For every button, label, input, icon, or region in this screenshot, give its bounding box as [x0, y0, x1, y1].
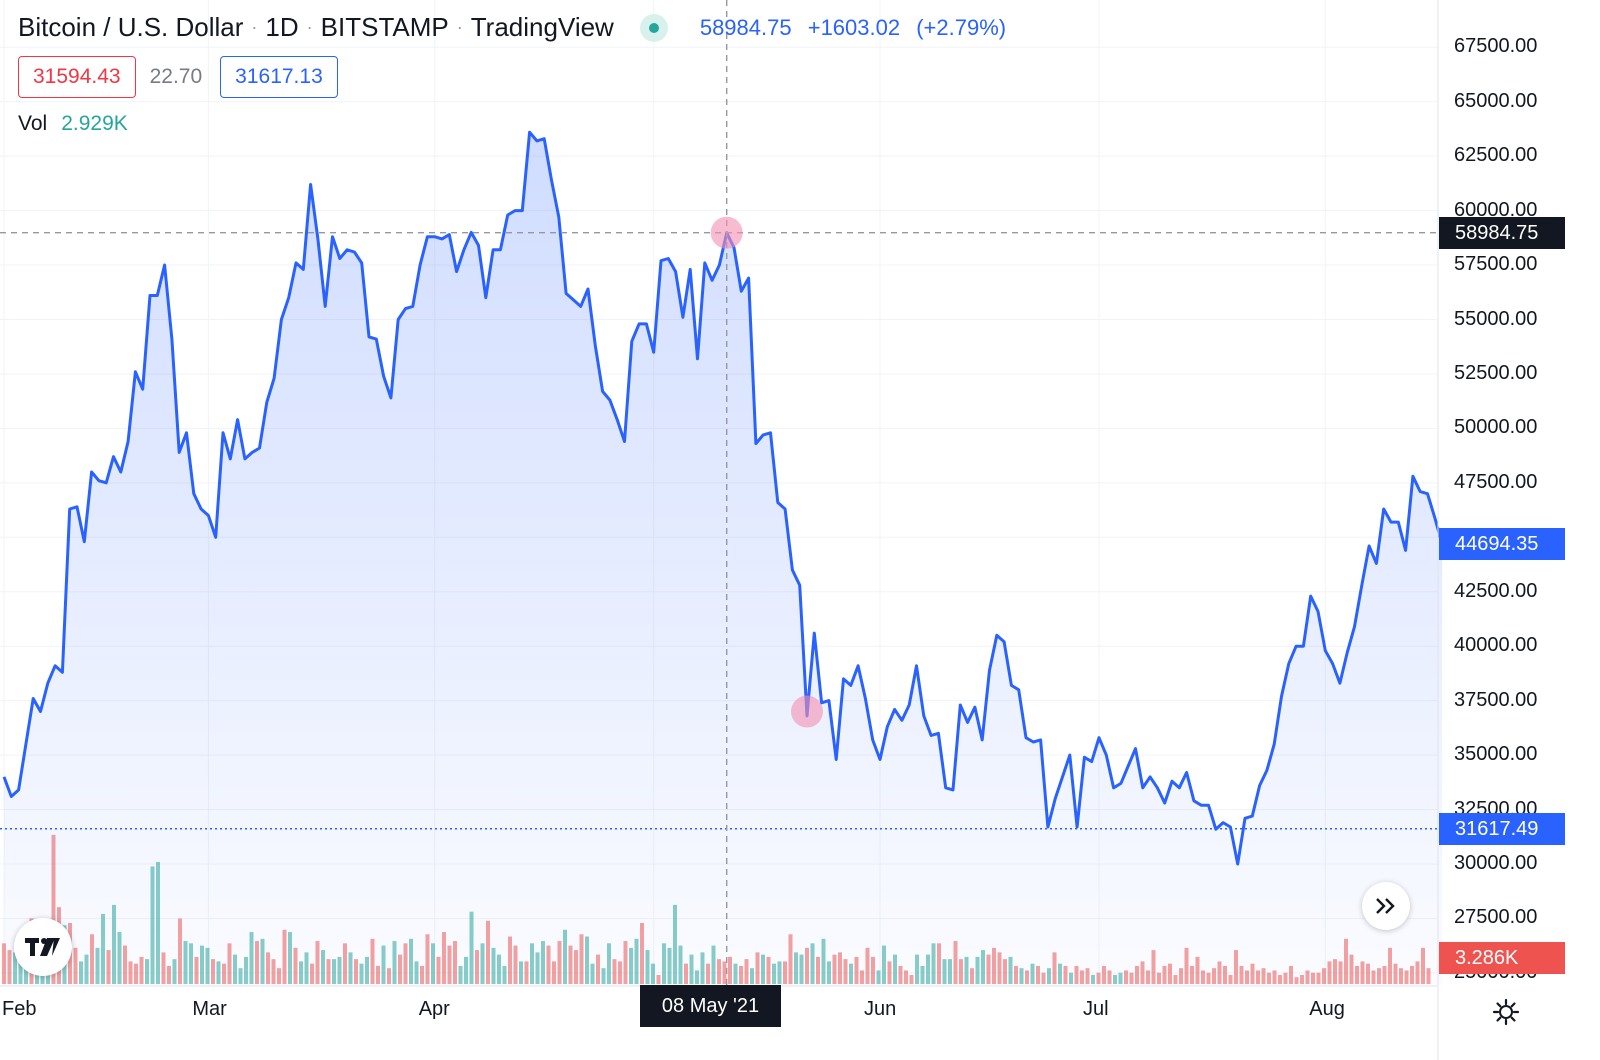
- time-tick-label: Jul: [1083, 998, 1109, 1020]
- ohlc-quote: 58984.75 +1603.02 (+2.79%): [700, 15, 1006, 41]
- spread-value: 22.70: [149, 65, 203, 88]
- buy-price-button[interactable]: 31617.13: [220, 56, 338, 98]
- bid-ask-legend: 31594.43 22.70 31617.13: [18, 56, 338, 98]
- price-tick-label: 27500.00: [1454, 906, 1538, 929]
- price-tick-label: 60000.00: [1454, 198, 1538, 221]
- price-area-fill: [4, 132, 1443, 985]
- price-tick-label: 57500.00: [1454, 253, 1538, 276]
- volume-value: 2.929K: [61, 112, 128, 135]
- last-price-label: 44694.35: [1439, 527, 1565, 560]
- price-tick-label: 30000.00: [1454, 852, 1538, 874]
- legend-separator: ·: [456, 17, 463, 37]
- legend-separator: ·: [306, 17, 313, 37]
- crosshair-date-label: 08 May '21: [640, 985, 781, 1027]
- change-value: +1603.02: [807, 14, 901, 40]
- price-tick-label: 55000.00: [1454, 307, 1538, 330]
- price-tick-label: 62500.00: [1454, 144, 1538, 167]
- sell-price-button[interactable]: 31594.43: [18, 56, 136, 98]
- exchange-label: BITSTAMP: [320, 12, 449, 42]
- time-tick-label: Aug: [1309, 998, 1345, 1020]
- time-tick-label: Feb: [2, 998, 37, 1020]
- price-tick-label: 42500.00: [1454, 579, 1538, 602]
- crosshair-point-marker: [791, 695, 823, 728]
- price-tick-label: 52500.00: [1454, 361, 1538, 384]
- chart-settings-button[interactable]: [1490, 996, 1522, 1028]
- crosshair-point-marker: [710, 216, 743, 249]
- price-tick-label: 65000.00: [1454, 89, 1538, 112]
- symbol-name[interactable]: Bitcoin / U.S. Dollar: [18, 12, 244, 42]
- legend-separator: ·: [251, 17, 258, 37]
- time-tick-label: Jun: [864, 998, 897, 1020]
- source-label: TradingView: [470, 12, 614, 42]
- volume-legend: Vol 2.929K: [18, 112, 128, 136]
- gear-icon: [1492, 998, 1520, 1026]
- volume-label[interactable]: Vol: [18, 112, 48, 135]
- tradingview-logo-button[interactable]: [14, 918, 72, 976]
- time-tick-label: Mar: [192, 998, 227, 1020]
- double-chevron-right-icon: [1376, 898, 1395, 914]
- symbol-legend: Bitcoin / U.S. Dollar · 1D · BITSTAMP · …: [18, 12, 1006, 43]
- time-tick-label: Apr: [418, 998, 450, 1020]
- price-tick-label: 37500.00: [1454, 688, 1538, 711]
- change-percent-value: (+2.79%): [916, 14, 1007, 40]
- tradingview-logo-icon: [25, 938, 60, 956]
- market-status-icon[interactable]: [639, 13, 668, 42]
- price-tick-label: 35000.00: [1454, 743, 1538, 766]
- interval-label[interactable]: 1D: [265, 12, 299, 42]
- last-price-value: 58984.75: [699, 14, 792, 40]
- crosshair-price-label: 58984.75: [1439, 216, 1565, 249]
- scroll-to-realtime-button[interactable]: [1362, 882, 1410, 930]
- volume-value-label: 3.286K: [1439, 942, 1565, 974]
- price-line: [2, 130, 1444, 866]
- price-tick-label: 50000.00: [1454, 416, 1538, 439]
- price-tick-label: 47500.00: [1454, 470, 1538, 493]
- bid-line-price-label: 31617.49: [1439, 812, 1565, 845]
- price-tick-label: 67500.00: [1454, 35, 1538, 58]
- price-tick-label: 40000.00: [1454, 634, 1538, 657]
